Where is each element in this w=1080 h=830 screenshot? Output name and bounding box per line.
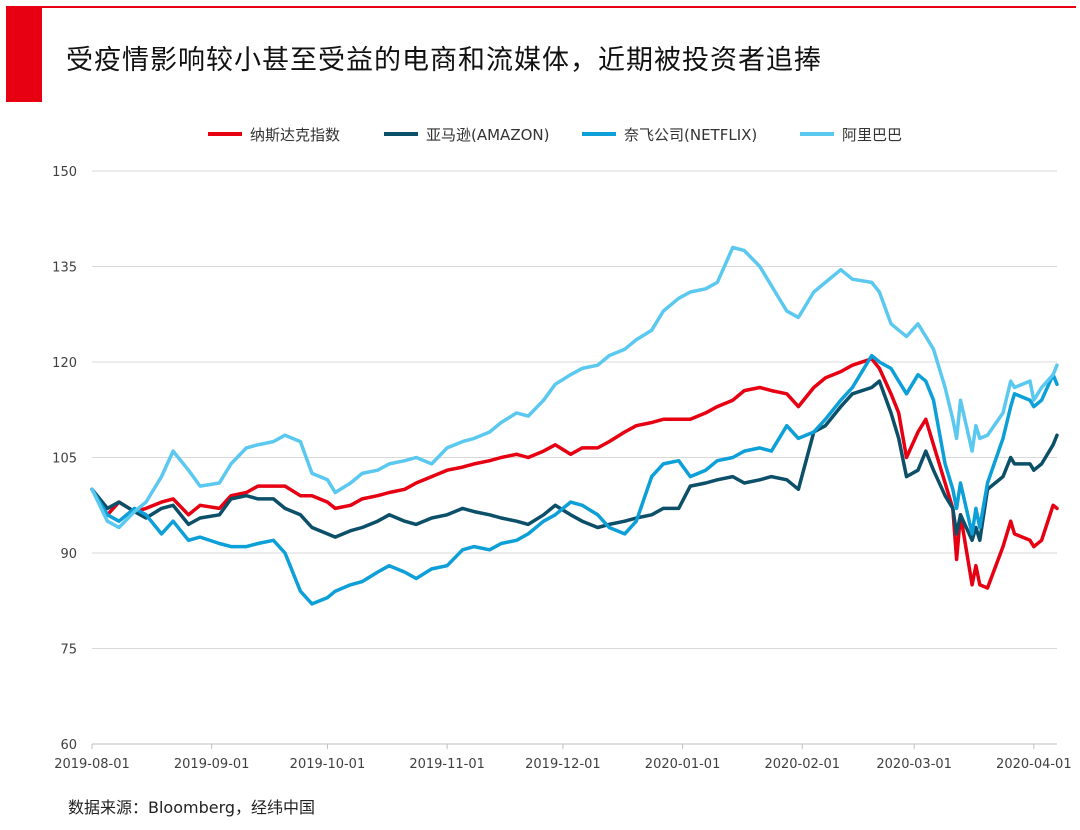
x-tick-label: 2020-03-01 xyxy=(876,757,952,772)
y-tick-label: 90 xyxy=(60,547,77,562)
series-line-alibaba xyxy=(90,245,1059,530)
source-note: 数据来源：Bloomberg，经纬中国 xyxy=(68,798,316,817)
series-line-nasdaq xyxy=(90,357,1059,590)
legend-label-nasdaq: 纳斯达克指数 xyxy=(250,125,341,144)
legend-swatch-amazon xyxy=(384,132,418,136)
legend-label-amazon: 亚马逊(AMAZON) xyxy=(426,125,550,144)
x-tick-label: 2019-12-01 xyxy=(525,757,601,772)
chart-legend: 纳斯达克指数 亚马逊(AMAZON) 奈飞公司(NETFLIX) 阿里巴巴 xyxy=(0,121,1080,147)
legend-swatch-alibaba xyxy=(800,132,834,136)
y-tick-label: 150 xyxy=(52,165,77,180)
y-tick-label: 135 xyxy=(52,261,77,276)
y-tick-label: 60 xyxy=(60,738,77,753)
x-tick-label: 2020-01-01 xyxy=(645,757,721,772)
page-title: 受疫情影响较小甚至受益的电商和流媒体，近期被投资者追捧 xyxy=(66,45,822,76)
y-tick-label: 105 xyxy=(52,452,77,467)
series-line-netflix xyxy=(90,353,1059,606)
legend-swatch-netflix xyxy=(582,132,616,136)
x-tick-label: 2019-08-01 xyxy=(54,757,130,772)
legend-item-netflix: 奈飞公司(NETFLIX) xyxy=(582,121,757,147)
legend-item-amazon: 亚马逊(AMAZON) xyxy=(384,121,549,147)
series-line-amazon xyxy=(90,379,1059,543)
x-tick-label: 2020-02-01 xyxy=(764,757,840,772)
legend-swatch-nasdaq xyxy=(208,132,242,136)
legend-label-netflix: 奈飞公司(NETFLIX) xyxy=(624,125,758,144)
x-tick-label: 2019-09-01 xyxy=(174,757,250,772)
top-rule xyxy=(42,6,1076,8)
x-tick-label: 2020-04-01 xyxy=(996,757,1072,772)
y-tick-label: 120 xyxy=(52,356,77,371)
legend-label-alibaba: 阿里巴巴 xyxy=(842,125,903,144)
legend-item-nasdaq: 纳斯达克指数 xyxy=(208,121,340,147)
x-tick-label: 2019-10-01 xyxy=(290,757,366,772)
legend-item-alibaba: 阿里巴巴 xyxy=(800,121,902,147)
x-tick-label: 2019-11-01 xyxy=(409,757,485,772)
y-tick-label: 75 xyxy=(60,643,77,658)
accent-bar xyxy=(6,6,42,102)
